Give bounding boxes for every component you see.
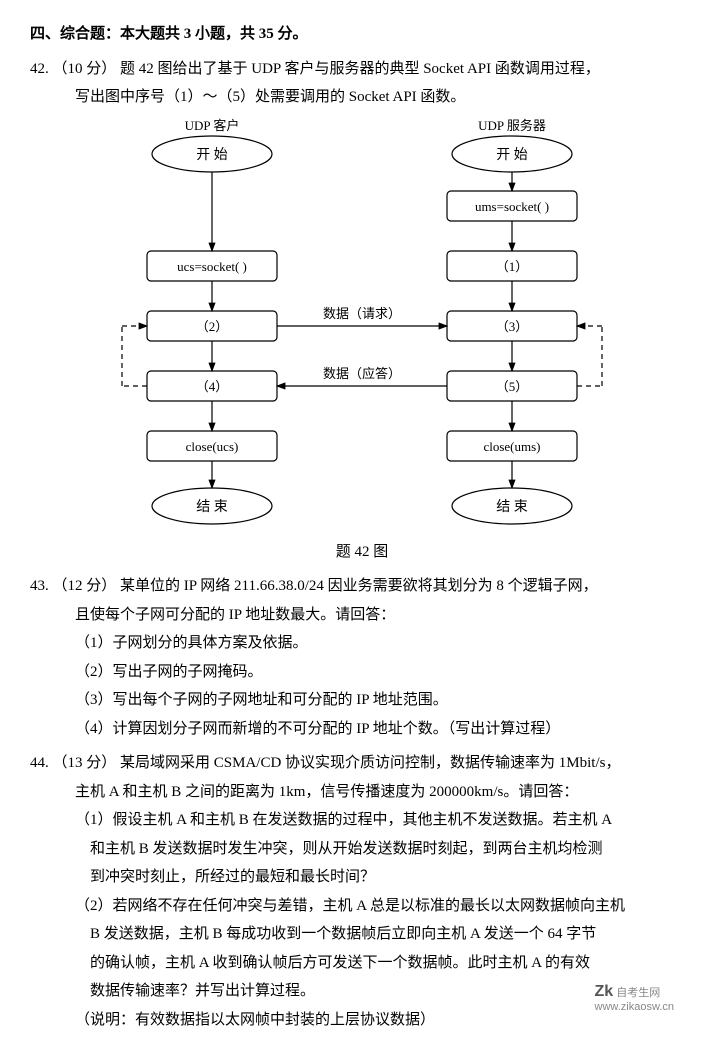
svg-text:数据（请求）: 数据（请求） — [323, 306, 401, 321]
q42-pts: （10 分） — [53, 61, 117, 77]
q43-i3: （3）写出每个子网的子网地址和可分配的 IP 地址范围。 — [30, 686, 694, 715]
svg-text:（2）: （2） — [196, 319, 229, 334]
svg-text:开 始: 开 始 — [196, 147, 228, 163]
q43-stem1: 某单位的 IP 网络 211.66.38.0/24 因业务需要欲将其划分为 8 … — [120, 578, 598, 594]
svg-text:结 束: 结 束 — [496, 499, 528, 515]
q43-i4: （4）计算因划分子网而新增的不可分配的 IP 地址个数。（写出计算过程） — [30, 715, 694, 744]
q42-num: 42. — [30, 61, 49, 77]
q44-i2a: （2）若网络不存在任何冲突与差错，主机 A 总是以标准的最长以太网数据帧向主机 — [30, 892, 694, 921]
svg-text:UDP 客户: UDP 客户 — [185, 118, 240, 133]
q42-stem1: 题 42 图给出了基于 UDP 客户与服务器的典型 Socket API 函数调… — [120, 61, 600, 77]
svg-text:（1）: （1） — [496, 259, 529, 274]
svg-text:（5）: （5） — [496, 379, 529, 394]
q44-pts: （13 分） — [53, 755, 117, 771]
section-title: 四、综合题：本大题共 3 小题，共 35 分。 — [30, 20, 694, 49]
q43-num: 43. — [30, 578, 49, 594]
q43-pts: （12 分） — [53, 578, 117, 594]
wm-text1: 自考生网 — [616, 987, 660, 999]
svg-text:UDP 服务器: UDP 服务器 — [478, 118, 546, 133]
q44-stem1: 某局域网采用 CSMA/CD 协议实现介质访问控制，数据传输速率为 1Mbit/… — [120, 755, 620, 771]
q42-flowchart: UDP 客户UDP 服务器开 始ucs=socket( )（2）（4）close… — [82, 116, 642, 536]
wm-brand: Zk — [595, 983, 614, 1000]
wm-text2: www.zikaosw.cn — [595, 1001, 674, 1013]
watermark: Zk 自考生网 www.zikaosw.cn — [595, 982, 674, 1014]
q42: 42. （10 分） 题 42 图给出了基于 UDP 客户与服务器的典型 Soc… — [30, 55, 694, 84]
svg-text:close(ums): close(ums) — [483, 439, 540, 454]
q44: 44. （13 分） 某局域网采用 CSMA/CD 协议实现介质访问控制，数据传… — [30, 749, 694, 778]
svg-text:结 束: 结 束 — [196, 499, 228, 515]
q42-stem2: 写出图中序号（1）～（5）处需要调用的 Socket API 函数。 — [30, 83, 694, 112]
svg-text:close(ucs): close(ucs) — [186, 439, 239, 454]
svg-text:开 始: 开 始 — [496, 147, 528, 163]
q42-figcap: 题 42 图 — [30, 538, 694, 567]
svg-text:ucs=socket( ): ucs=socket( ) — [177, 259, 247, 274]
svg-text:数据（应答）: 数据（应答） — [323, 366, 401, 381]
q44-i2b: B 发送数据，主机 B 每成功收到一个数据帧后立即向主机 A 发送一个 64 字… — [30, 920, 694, 949]
q43-i1: （1）子网划分的具体方案及依据。 — [30, 629, 694, 658]
q43: 43. （12 分） 某单位的 IP 网络 211.66.38.0/24 因业务… — [30, 572, 694, 601]
svg-text:（4）: （4） — [196, 379, 229, 394]
svg-text:ums=socket( ): ums=socket( ) — [475, 199, 549, 214]
q44-i1a: （1）假设主机 A 和主机 B 在发送数据的过程中，其他主机不发送数据。若主机 … — [30, 806, 694, 835]
q43-i2: （2）写出子网的子网掩码。 — [30, 658, 694, 687]
q44-i1c: 到冲突时刻止，所经过的最短和最长时间？ — [30, 863, 694, 892]
q44-num: 44. — [30, 755, 49, 771]
q44-i2c: 的确认帧，主机 A 收到确认帧后方可发送下一个数据帧。此时主机 A 的有效 — [30, 949, 694, 978]
q43-stem2: 且使每个子网可分配的 IP 地址数最大。请回答： — [30, 601, 694, 630]
q44-i1b: 和主机 B 发送数据时发生冲突，则从开始发送数据时刻起，到两台主机均检测 — [30, 835, 694, 864]
svg-text:（3）: （3） — [496, 319, 529, 334]
q44-stem2: 主机 A 和主机 B 之间的距离为 1km，信号传播速度为 200000km/s… — [30, 778, 694, 807]
